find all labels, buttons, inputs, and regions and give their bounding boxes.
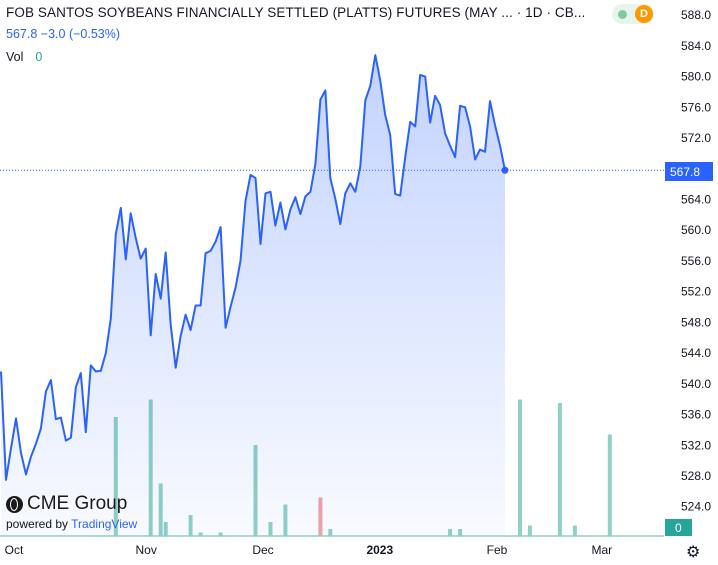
price-legend: 567.8 −3.0 (−0.53%) bbox=[6, 27, 120, 41]
price-tick-label: 564.0 bbox=[681, 193, 711, 207]
symbol-header[interactable]: FOB SANTOS SOYBEANS FINANCIALLY SETTLED … bbox=[6, 5, 585, 20]
time-axis[interactable]: Oct Nov Dec 2023 Feb Mar bbox=[5, 543, 612, 557]
price-tick-label: 572.0 bbox=[681, 131, 711, 145]
status-dot-icon bbox=[618, 9, 627, 19]
price-tick-label: 528.0 bbox=[681, 469, 711, 483]
symbol-title[interactable]: FOB SANTOS SOYBEANS FINANCIALLY SETTLED … bbox=[6, 5, 586, 20]
globe-icon bbox=[6, 495, 23, 513]
tradingview-link[interactable]: TradingView bbox=[71, 517, 138, 531]
settings-gear-icon[interactable]: ⚙ bbox=[686, 544, 701, 561]
volume-bar bbox=[518, 399, 522, 536]
price-tick-label: 580.0 bbox=[681, 70, 711, 84]
price-tick-label: 584.0 bbox=[681, 39, 711, 53]
last-volume-badge bbox=[665, 519, 692, 536]
price-tick-label: 524.0 bbox=[681, 500, 711, 514]
price-axis[interactable]: 588.0584.0580.0576.0572.0568.0564.0560.0… bbox=[681, 8, 711, 514]
price-tick-label: 588.0 bbox=[681, 8, 711, 22]
brand-name: CME Group bbox=[27, 493, 128, 514]
time-tick-label: Mar bbox=[591, 543, 612, 557]
volume-value: 0 bbox=[35, 50, 43, 64]
price-line bbox=[0, 54, 506, 481]
volume-label: Vol bbox=[6, 50, 24, 64]
price-area bbox=[1, 55, 505, 536]
delayed-badge[interactable]: D bbox=[635, 5, 653, 23]
price-tick-label: 552.0 bbox=[681, 285, 711, 299]
volume-bar bbox=[527, 525, 532, 536]
last-volume-label: 0 bbox=[675, 521, 682, 535]
time-tick-label: Nov bbox=[136, 543, 157, 557]
market-status[interactable]: D bbox=[612, 4, 654, 24]
price-tick-label: 548.0 bbox=[681, 315, 711, 329]
volume-bar bbox=[572, 525, 577, 536]
last-price: 567.8 bbox=[6, 27, 38, 41]
powered-by-label: powered by bbox=[6, 517, 69, 531]
price-change-pct: (−0.53%) bbox=[68, 27, 121, 41]
price-tick-label: 560.0 bbox=[681, 223, 711, 237]
price-tick-label: 536.0 bbox=[681, 408, 711, 422]
volume-bar bbox=[607, 434, 612, 536]
time-tick-label: 2023 bbox=[366, 543, 393, 557]
price-tick-label: 540.0 bbox=[681, 377, 711, 391]
price-change: −3.0 bbox=[40, 27, 66, 41]
volume-legend: Vol 0 bbox=[6, 50, 42, 64]
price-tick-label: 544.0 bbox=[681, 346, 711, 360]
last-price-dot bbox=[501, 166, 509, 174]
price-tick-label: 532.0 bbox=[681, 438, 711, 452]
volume-bar bbox=[557, 403, 562, 536]
price-tick-label: 556.0 bbox=[681, 254, 711, 268]
cme-logo[interactable]: CME Group powered by TradingView bbox=[6, 493, 137, 531]
price-tick-label: 576.0 bbox=[681, 100, 711, 114]
last-price-label: 567.8 bbox=[670, 165, 700, 179]
last-price-badge bbox=[665, 162, 713, 181]
time-tick-label: Dec bbox=[252, 543, 273, 557]
time-tick-label: Oct bbox=[5, 543, 24, 557]
time-tick-label: Feb bbox=[487, 543, 508, 557]
